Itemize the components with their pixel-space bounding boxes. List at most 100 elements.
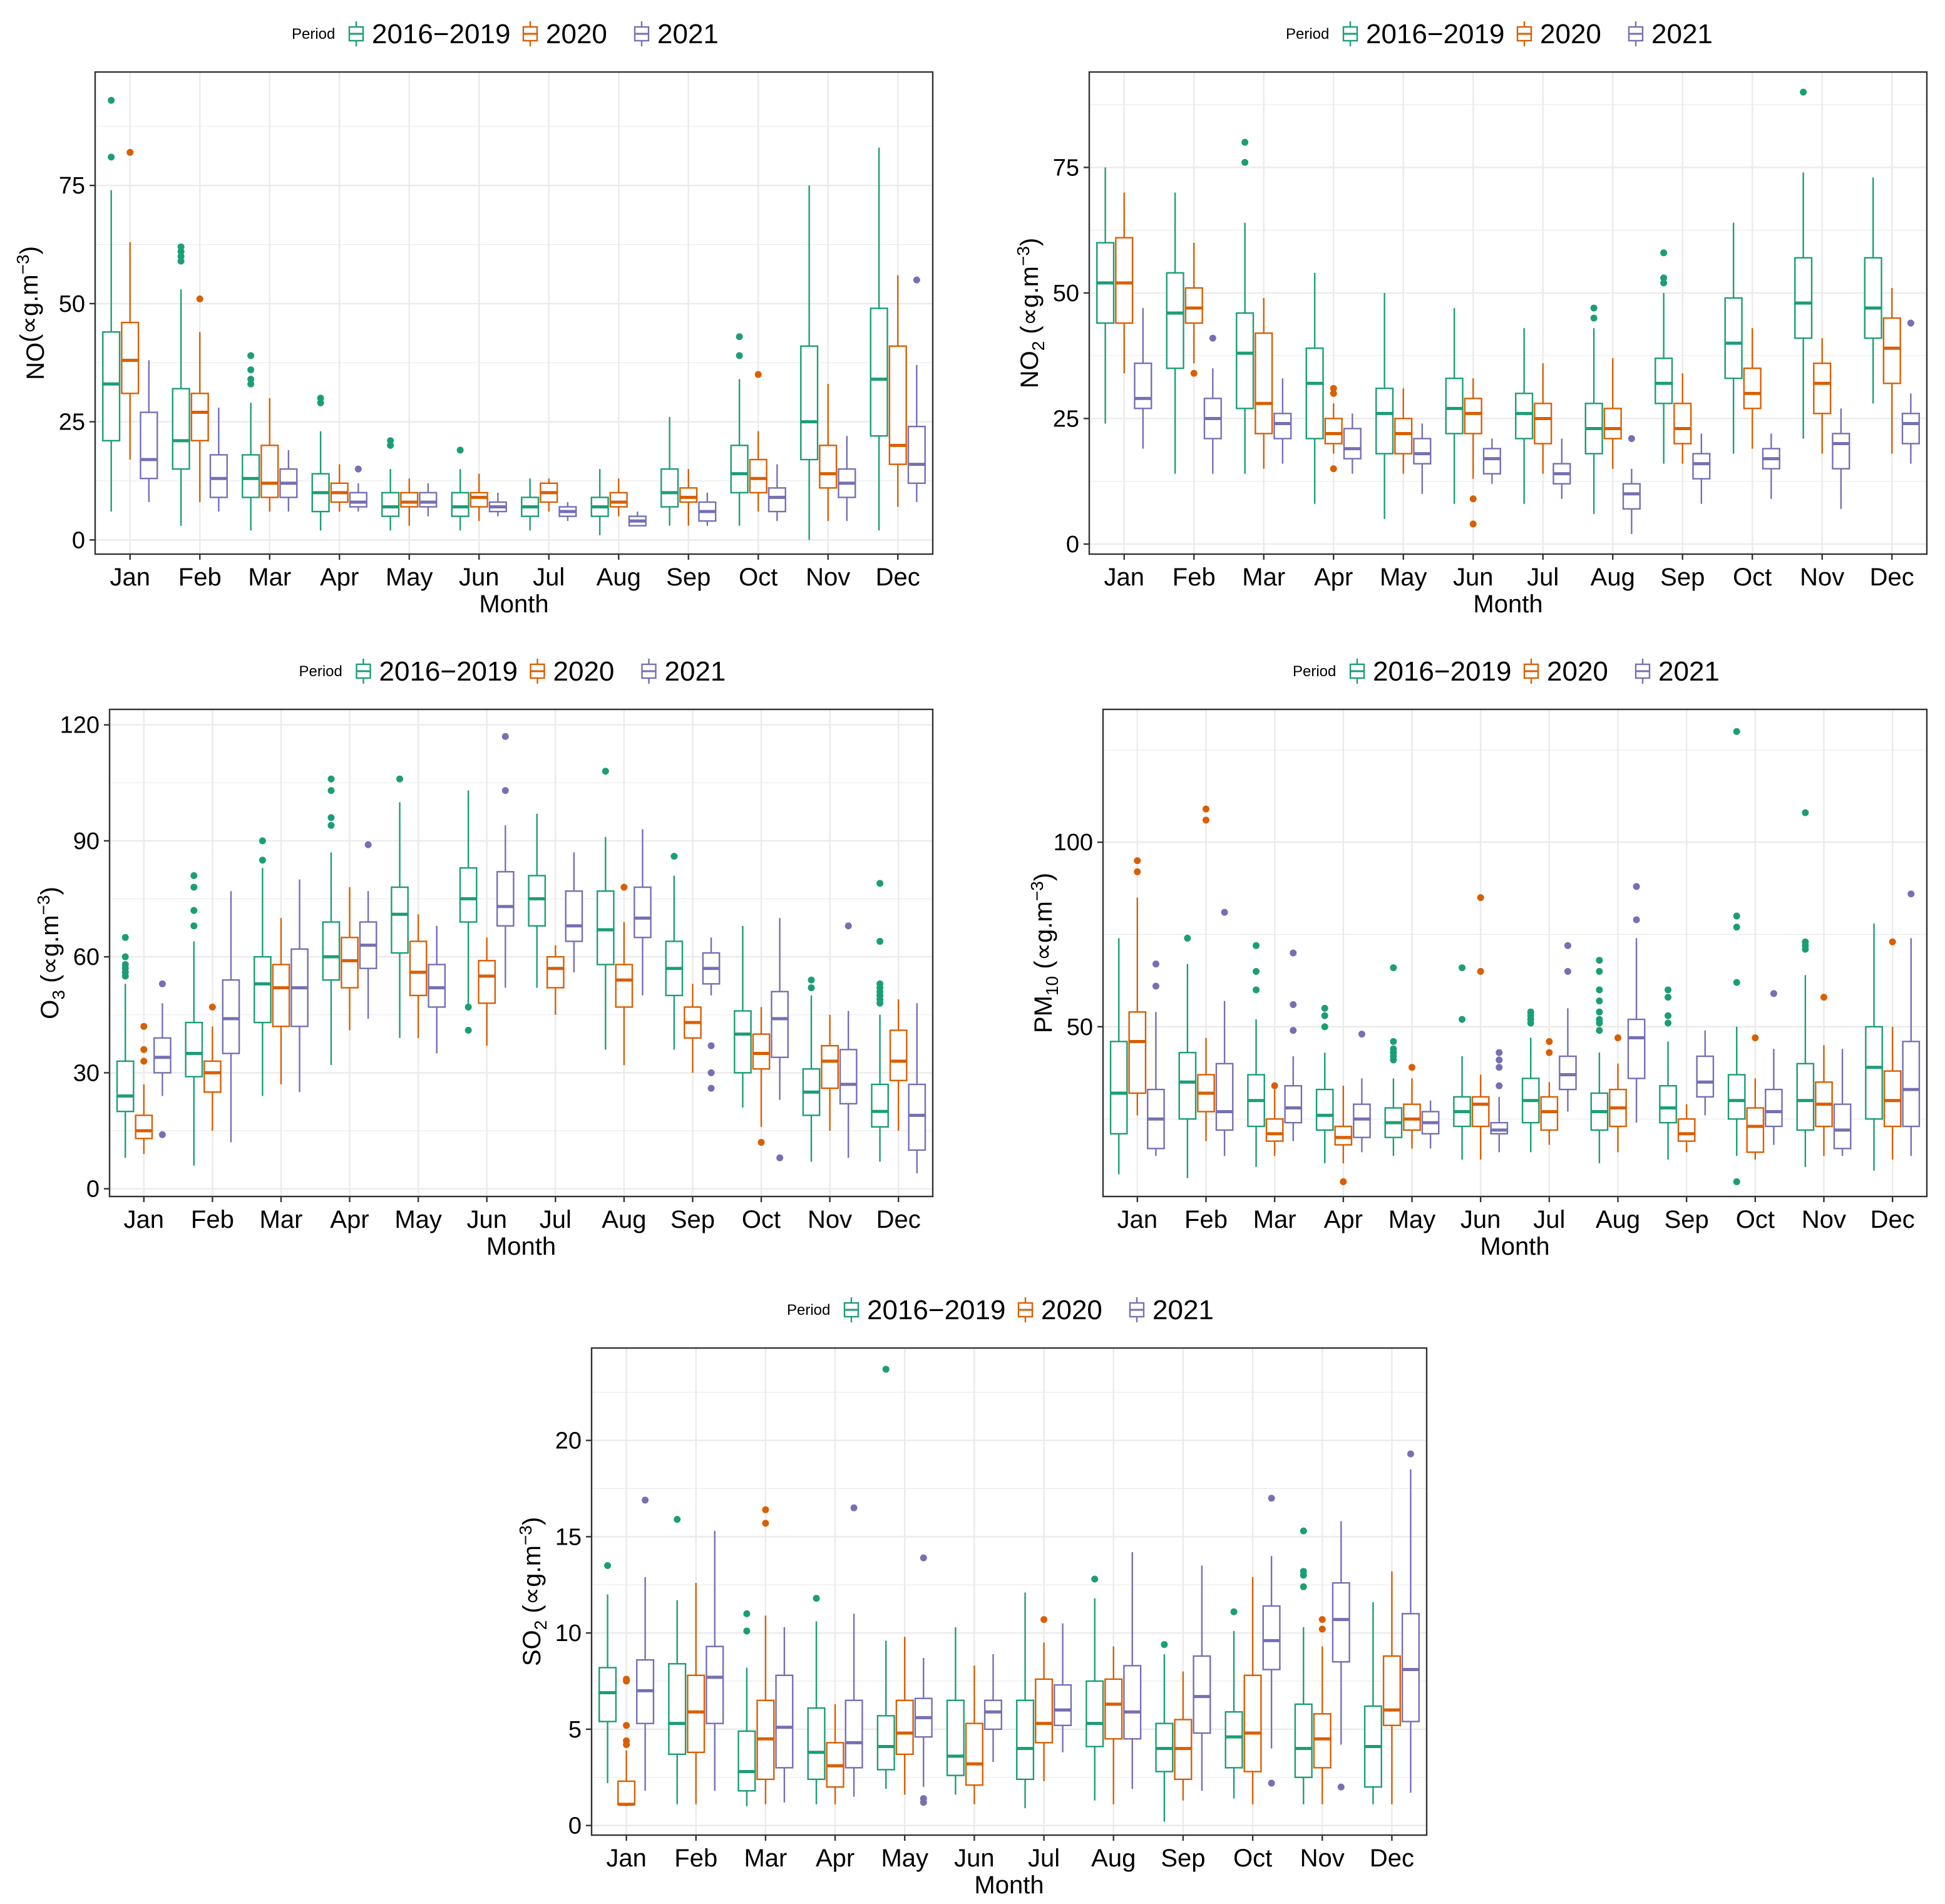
box-no-sep-0 (660, 417, 679, 526)
box-iqr (1109, 1041, 1128, 1135)
box-iqr (844, 1699, 863, 1769)
box-iqr (1743, 368, 1762, 409)
legend-label: 2016−2019 (379, 656, 518, 687)
plot-panel (592, 1348, 1427, 1835)
box-pm10-oct-2 (1765, 990, 1783, 1145)
box-pm10-may-1 (1403, 1064, 1421, 1149)
outlier-point (327, 787, 335, 795)
outlier-point (317, 399, 324, 406)
outlier-point (1318, 1625, 1326, 1633)
box-iqr (706, 1645, 724, 1724)
box-iqr (1375, 388, 1394, 455)
box-o3-dec-2 (908, 1003, 926, 1173)
outlier-point (1660, 279, 1668, 287)
x-tick-label: Oct (739, 563, 777, 591)
box-o3-may-1 (409, 914, 428, 1038)
legend-label: 2016−2019 (1373, 656, 1511, 687)
box-iqr (1215, 1063, 1234, 1131)
outlier-point (1496, 1064, 1503, 1071)
legend-key-1 (1516, 21, 1532, 46)
box-pm10-sep-0 (1659, 986, 1677, 1160)
box-iqr (634, 886, 652, 939)
box-iqr (1236, 312, 1255, 409)
outlier-point (208, 1003, 216, 1011)
outlier-point (1253, 942, 1260, 949)
box-no-feb-1 (190, 295, 209, 502)
box-iqr (116, 1060, 135, 1113)
box-iqr (807, 1707, 826, 1781)
box-iqr (771, 991, 789, 1058)
box-iqr (775, 1674, 794, 1769)
box-pm10-sep-1 (1677, 1104, 1696, 1153)
box-no2-dec-0 (1864, 177, 1882, 404)
box-no-mar-2 (279, 450, 298, 512)
x-tick-label: Aug (597, 563, 641, 591)
box-iqr (1403, 1103, 1421, 1131)
box-iqr (260, 445, 279, 498)
box-no2-jan-2 (1134, 307, 1152, 449)
box-iqr (819, 445, 838, 489)
legend-key-1 (1017, 1297, 1034, 1322)
box-o3-nov-1 (821, 1014, 839, 1131)
outlier-point (177, 243, 185, 250)
x-tick-label: Aug (1091, 1845, 1136, 1872)
x-tick-label: May (881, 1845, 928, 1872)
box-o3-dec-1 (889, 999, 908, 1131)
x-tick-label: Jul (1533, 1206, 1565, 1233)
chart-no: 0 25 50 75 Jan Feb Mar Apr May Jun Jul Aug Sep Oct Nov… (13, 19, 934, 618)
box-iqr (1796, 1063, 1815, 1131)
box-pm10-feb-1 (1197, 805, 1215, 1141)
box-no-oct-2 (767, 464, 786, 522)
outlier-point (1564, 942, 1571, 949)
outlier-point (1628, 435, 1635, 443)
outlier-point (623, 1675, 630, 1683)
outlier-point (140, 1057, 148, 1065)
outlier-point (1209, 334, 1216, 342)
outlier-point (602, 768, 609, 775)
x-tick-label: Jul (540, 1206, 572, 1233)
outlier-point (327, 821, 335, 829)
outlier-point (1733, 728, 1740, 735)
outlier-point (1733, 1178, 1740, 1185)
outlier-point (1802, 809, 1809, 816)
box-iqr (1166, 272, 1184, 369)
box-no2-dec-1 (1882, 287, 1901, 454)
outlier-point (501, 733, 509, 740)
outlier-point (1633, 883, 1640, 890)
box-so2-nov-0 (1294, 1527, 1313, 1804)
box-o3-sep-2 (702, 937, 721, 1092)
outlier-point (1469, 520, 1477, 528)
panel-border (1088, 71, 1928, 555)
x-tick-label: Aug (1596, 1206, 1640, 1233)
legend-key-2 (1129, 1297, 1145, 1322)
outlier-point (1203, 805, 1209, 813)
x-tick-label: Apr (320, 563, 359, 591)
legend-key-1 (522, 21, 538, 46)
box-iqr (190, 393, 209, 442)
box-no2-jul-2 (1552, 438, 1571, 499)
box-iqr (800, 345, 819, 461)
box-iqr (1659, 1084, 1677, 1124)
outlier-point (813, 1595, 820, 1602)
outlier-point (1241, 138, 1249, 146)
box-no2-feb-0 (1166, 192, 1184, 474)
outlier-point (623, 1737, 630, 1744)
box-iqr (821, 1044, 839, 1089)
y-tick-label: 120 (60, 713, 100, 739)
box-no2-mar-2 (1273, 378, 1292, 464)
outlier-point (1300, 1583, 1307, 1590)
outlier-point (1614, 1034, 1621, 1042)
box-no2-may-2 (1413, 423, 1432, 494)
legend: Period 2016−2019 2020 2021 (1293, 656, 1720, 687)
legend-label: 2016−2019 (372, 19, 510, 49)
outlier-point (126, 148, 134, 156)
x-tick-label: Sep (1660, 563, 1705, 591)
box-iqr (1313, 1713, 1332, 1769)
outlier-point (1152, 960, 1159, 968)
box-pm10-jan-2 (1147, 960, 1165, 1156)
y-axis-title-part: −3 (34, 895, 53, 915)
box-iqr (1627, 1018, 1646, 1079)
box-iqr (209, 454, 228, 498)
outlier-point (707, 1042, 715, 1049)
